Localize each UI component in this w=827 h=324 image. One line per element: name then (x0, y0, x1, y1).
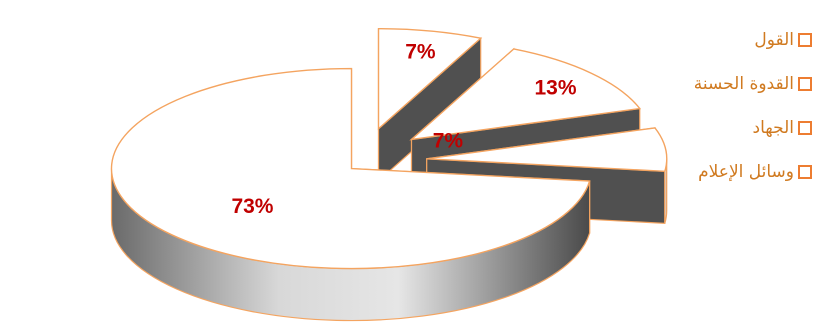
legend-marker-0 (798, 33, 812, 47)
legend-item-1: القدوة الحسنة (612, 62, 812, 106)
slice-top-1 (409, 48, 642, 141)
slice-top-2 (426, 127, 668, 173)
slice-top-0 (377, 28, 483, 131)
data-label-3: 73% (231, 195, 273, 218)
legend-label-3: وسائل الإعلام (698, 162, 794, 182)
pie-slice-0 (377, 28, 483, 183)
data-label-0: 7% (405, 41, 436, 64)
data-label-2: 7% (433, 129, 464, 152)
legend-marker-1 (798, 77, 812, 91)
chart-legend: القول القدوة الحسنة الجهاد وسائل الإعلام (612, 18, 812, 194)
pie-data-labels: 7% 13% 7% 73% (231, 41, 576, 218)
legend-item-0: القول (612, 18, 812, 62)
pie-slice-3 (110, 67, 591, 322)
legend-marker-3 (798, 165, 812, 179)
data-label-1: 13% (535, 77, 577, 100)
legend-item-2: الجهاد (612, 106, 812, 150)
legend-label-1: القدوة الحسنة (693, 74, 794, 94)
pie-slices (110, 28, 668, 322)
slice-top-3 (110, 67, 591, 270)
legend-marker-2 (798, 121, 812, 135)
legend-label-0: القول (754, 30, 794, 50)
legend-label-2: الجهاد (752, 118, 794, 138)
legend-item-3: وسائل الإعلام (612, 150, 812, 194)
